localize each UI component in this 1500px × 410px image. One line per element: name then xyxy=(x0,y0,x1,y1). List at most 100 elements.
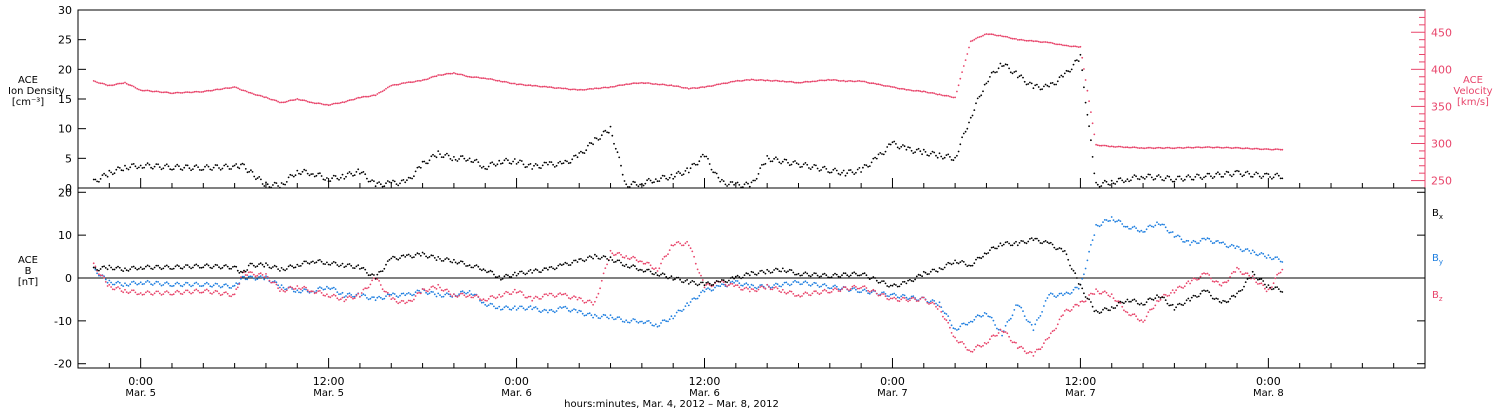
density-point xyxy=(841,171,843,174)
by-point xyxy=(574,309,577,311)
density-point xyxy=(1277,174,1280,177)
velocity-point xyxy=(252,93,255,95)
density-point xyxy=(1001,65,1003,67)
bz-point xyxy=(1004,331,1007,333)
bz-point xyxy=(145,291,147,294)
by-point xyxy=(547,311,549,314)
by-point xyxy=(910,295,913,298)
density-point xyxy=(428,159,431,162)
by-point xyxy=(886,295,889,297)
velocity-point xyxy=(637,82,640,85)
bx-point xyxy=(148,265,151,268)
by-point xyxy=(334,288,337,290)
density-point xyxy=(1102,181,1104,184)
by-point xyxy=(555,310,558,312)
velocity-point xyxy=(465,75,467,78)
density-point xyxy=(303,168,306,171)
density-point xyxy=(569,161,572,164)
by-point xyxy=(1277,258,1280,260)
velocity-point xyxy=(752,78,755,81)
bz-point xyxy=(668,249,671,252)
bz-point xyxy=(1032,355,1035,357)
bz-point xyxy=(823,288,826,291)
by-point xyxy=(928,301,930,304)
velocity-point xyxy=(710,85,713,87)
bz-point xyxy=(446,288,448,291)
bz-point xyxy=(151,294,154,296)
velocity-point xyxy=(600,87,603,89)
bx-point xyxy=(117,265,119,268)
velocity-point xyxy=(1206,146,1209,148)
bz-point xyxy=(263,276,266,278)
bx-point xyxy=(797,272,800,275)
bx-point xyxy=(879,281,882,284)
bz-point xyxy=(1272,282,1275,285)
velocity-point xyxy=(820,79,822,82)
bz-point xyxy=(1009,339,1012,342)
velocity-point xyxy=(111,84,114,87)
by-point xyxy=(1229,245,1231,248)
by-point xyxy=(1126,225,1129,228)
bx-point xyxy=(999,242,1002,245)
by-point xyxy=(614,318,617,320)
bz-point xyxy=(964,346,967,349)
bx-point xyxy=(707,281,709,283)
velocity-point xyxy=(1124,146,1127,149)
density-point xyxy=(291,174,293,177)
bx-point xyxy=(910,280,913,282)
bz-point xyxy=(522,294,525,296)
bz-point xyxy=(466,295,469,298)
bz-point xyxy=(811,292,814,295)
velocity-point xyxy=(748,79,751,81)
bz-point xyxy=(225,291,227,293)
by-point xyxy=(1239,248,1242,251)
bx-point xyxy=(122,270,125,272)
bz-point xyxy=(1112,297,1115,299)
by-point xyxy=(820,285,822,288)
by-point xyxy=(1156,221,1158,224)
density-point xyxy=(976,97,979,100)
by-point xyxy=(1258,253,1261,256)
bx-point xyxy=(1255,277,1258,279)
bz-point xyxy=(298,287,300,290)
velocity-point xyxy=(797,81,800,84)
by-point xyxy=(1103,219,1106,221)
bx-point xyxy=(759,270,762,272)
velocity-point xyxy=(1272,148,1275,151)
by-point xyxy=(834,284,836,287)
density-point xyxy=(968,121,970,124)
by-point xyxy=(830,287,833,289)
velocity-point xyxy=(373,94,375,97)
bx-point xyxy=(750,270,753,273)
bz-point xyxy=(628,258,631,261)
bx-point xyxy=(179,267,182,270)
by-point xyxy=(1244,248,1247,251)
velocity-point xyxy=(592,88,594,90)
velocity-point xyxy=(1175,147,1177,149)
density-point xyxy=(663,175,666,177)
bx-point xyxy=(982,255,984,258)
by-point xyxy=(1020,306,1023,309)
velocity-point xyxy=(513,82,516,85)
bz-point xyxy=(211,293,213,295)
bx-point xyxy=(855,272,857,275)
bz-point xyxy=(1150,308,1153,311)
velocity-point xyxy=(851,80,854,83)
velocity-point xyxy=(181,92,184,94)
density-point xyxy=(578,152,581,154)
bz-point xyxy=(1096,290,1099,293)
bz-point xyxy=(355,294,358,297)
bz-point xyxy=(750,288,753,290)
velocity-point xyxy=(809,80,812,83)
bz-point xyxy=(254,275,257,278)
bz-point xyxy=(806,292,809,294)
bx-point xyxy=(740,277,742,280)
density-point xyxy=(1230,175,1233,178)
density-point xyxy=(996,71,998,73)
density-point xyxy=(1043,85,1045,88)
bz-point xyxy=(766,283,769,286)
x-tick-day: Mar. 6 xyxy=(689,388,720,399)
density-point xyxy=(258,176,261,178)
velocity-point xyxy=(560,87,563,90)
density-point xyxy=(719,180,722,183)
